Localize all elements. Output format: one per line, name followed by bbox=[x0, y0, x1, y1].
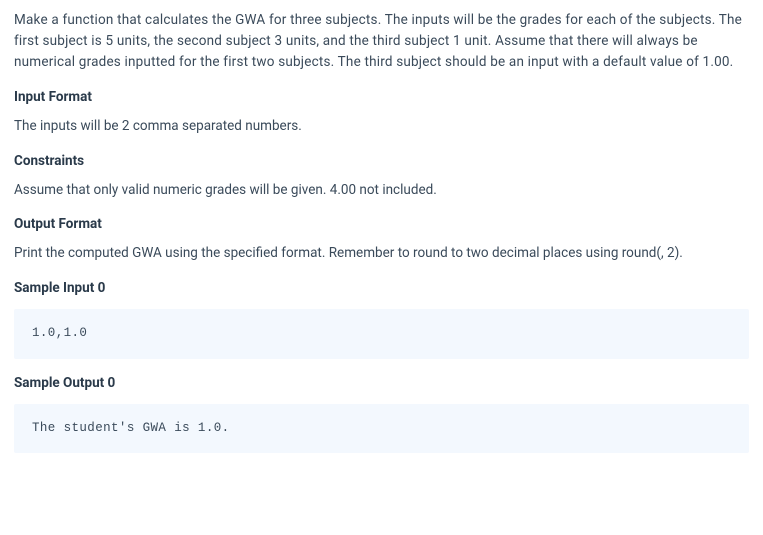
sample-output-0-heading: Sample Output 0 bbox=[14, 373, 749, 394]
sample-output-0-code: The student's GWA is 1.0. bbox=[14, 404, 749, 453]
output-format-heading: Output Format bbox=[14, 214, 749, 235]
sample-input-0-heading: Sample Input 0 bbox=[14, 278, 749, 299]
input-format-heading: Input Format bbox=[14, 87, 749, 108]
output-format-text: Print the computed GWA using the specifi… bbox=[14, 243, 749, 264]
constraints-heading: Constraints bbox=[14, 151, 749, 172]
sample-input-0-code: 1.0,1.0 bbox=[14, 309, 749, 358]
problem-description: Make a function that calculates the GWA … bbox=[14, 10, 749, 73]
constraints-text: Assume that only valid numeric grades wi… bbox=[14, 180, 749, 201]
input-format-text: The inputs will be 2 comma separated num… bbox=[14, 116, 749, 137]
